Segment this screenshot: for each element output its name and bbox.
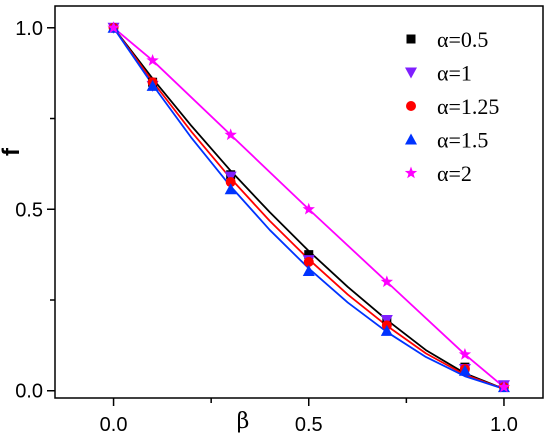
point-2-2 [224, 128, 237, 141]
point-1_25-2 [225, 177, 236, 188]
point-1_5-5 [458, 364, 471, 376]
legend-marker-2 [404, 166, 418, 179]
point-1_5-3 [302, 264, 315, 276]
legend-marker-0_5 [406, 34, 416, 44]
series-markers [107, 21, 511, 393]
legend: α=0.5 α=1 α=1.25 α=1.5 α=2 [404, 27, 499, 186]
point-2-1 [146, 53, 159, 66]
legend-label-1: α=1 [437, 61, 472, 86]
point-2-0 [107, 21, 120, 34]
point-2-4 [380, 275, 394, 288]
legend-marker-1_5 [405, 133, 417, 145]
x-axis-label: β [237, 409, 250, 434]
legend-label-0_5: α=0.5 [437, 27, 488, 52]
y-tick-label-0: 0.0 [15, 381, 43, 403]
y-axis-label: f [0, 147, 25, 156]
point-1_5-2 [224, 183, 237, 195]
point-1_25-3 [303, 256, 314, 267]
point-0_5-3 [304, 250, 314, 260]
x-tick-label-0: 0.0 [100, 414, 128, 436]
point-2-3 [302, 202, 315, 215]
legend-marker-1_25 [406, 101, 416, 111]
point-2-5 [458, 347, 472, 360]
legend-label-1_5: α=1.5 [437, 128, 488, 153]
legend-marker-1 [405, 67, 417, 79]
y-tick-label-2: 1.0 [15, 18, 43, 40]
point-1_5-1 [146, 79, 159, 91]
x-tick-label-1: 0.5 [295, 414, 323, 436]
point-2-6 [497, 380, 511, 393]
legend-label-1_25: α=1.25 [437, 94, 499, 119]
axes: 0.0 0.5 1.0 0.0 0.5 1.0 β f [0, 18, 518, 436]
x-tick-label-2: 1.0 [490, 414, 518, 436]
point-1_5-4 [380, 324, 393, 336]
plot-frame [54, 5, 544, 399]
y-tick-label-1: 0.5 [15, 199, 43, 221]
legend-label-2: α=2 [437, 161, 472, 186]
